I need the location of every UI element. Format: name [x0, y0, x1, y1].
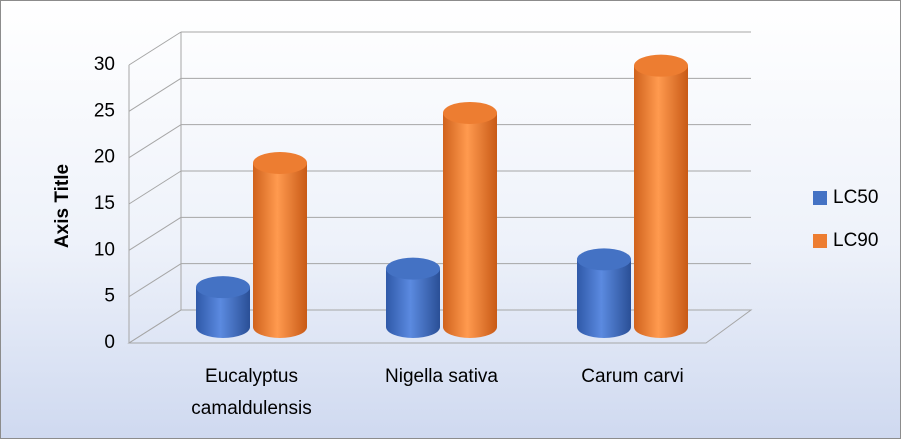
grid-line [128, 170, 182, 205]
y-tick-label: 30 [94, 54, 115, 75]
bar [443, 101, 497, 338]
grid-line [128, 124, 182, 159]
bar [634, 54, 688, 339]
bar-top [634, 54, 688, 77]
bar-body [196, 287, 250, 338]
grid-line [128, 263, 182, 298]
bar-top [386, 257, 440, 280]
y-tick-label: 0 [104, 332, 115, 353]
y-tick-label: 10 [94, 239, 115, 260]
bar-body [577, 259, 631, 338]
y-tick-label: 25 [94, 100, 115, 121]
grid-line [128, 77, 182, 112]
bar [253, 151, 307, 338]
bar-body [443, 112, 497, 338]
y-axis-title: Axis Title [52, 164, 73, 248]
x-tick-label: Eucalyptus camaldulensis [191, 366, 312, 419]
bar [386, 257, 440, 338]
bar-body [253, 162, 307, 338]
bar-top [443, 101, 497, 124]
y-tick-label: 15 [94, 193, 115, 214]
y-tick-label: 20 [94, 147, 115, 168]
x-tick-label: Carum carvi [581, 366, 684, 387]
y-tick-label: 5 [104, 286, 115, 307]
bar [196, 276, 250, 338]
bar-top [196, 276, 250, 299]
grid-line [128, 216, 182, 251]
grid-line [128, 309, 182, 344]
bar-body [634, 65, 688, 339]
legend-label: LC50 [833, 187, 878, 208]
bar [577, 248, 631, 338]
x-tick-label: Nigella sativa [385, 366, 498, 387]
bar-top [253, 151, 307, 174]
grid-line [128, 31, 182, 66]
bar-body [386, 268, 440, 338]
bar-top [577, 248, 631, 271]
legend-label: LC90 [833, 230, 878, 251]
legend-swatch [813, 234, 827, 248]
legend-swatch [813, 191, 827, 205]
